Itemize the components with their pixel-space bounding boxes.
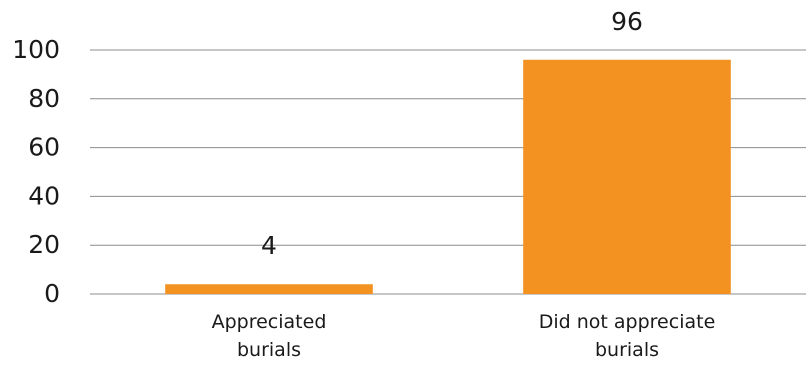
y-tick-label-0: 0: [44, 279, 60, 308]
y-tick-label-20: 20: [28, 230, 60, 259]
category-label-line: Did not appreciate: [539, 311, 716, 333]
bar-1: [523, 59, 731, 295]
category-label-line: burials: [237, 339, 301, 361]
y-tick-label-60: 60: [28, 133, 60, 162]
category-labels: Appreciated burials Did not appreciate buri…: [212, 311, 716, 361]
bars: [165, 59, 731, 295]
category-label-line: Appreciated: [212, 311, 327, 333]
y-axis-tick-labels: 0 20 40 60 80 100: [12, 35, 60, 308]
data-label-1: 96: [611, 7, 643, 36]
y-tick-label-40: 40: [28, 181, 60, 210]
bar-0: [165, 284, 373, 294]
y-tick-label-100: 100: [12, 35, 60, 64]
data-label-0: 4: [261, 231, 277, 260]
category-label-line: burials: [595, 339, 659, 361]
y-tick-label-80: 80: [28, 84, 60, 113]
data-labels: 4 96: [261, 7, 643, 260]
category-label-0: Appreciated burials: [212, 311, 327, 361]
category-label-1: Did not appreciate burials: [539, 311, 716, 361]
